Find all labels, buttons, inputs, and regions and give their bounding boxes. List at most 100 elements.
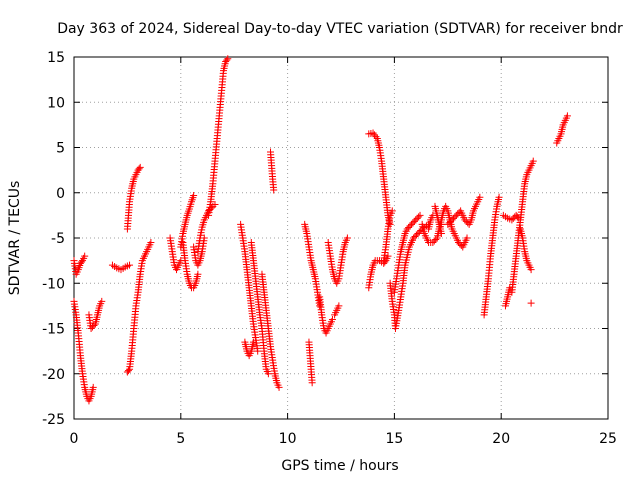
grid-lines [74, 57, 608, 419]
data-point [124, 367, 132, 375]
x-tick-label: 15 [385, 431, 403, 447]
data-point [409, 219, 417, 227]
data-point [410, 234, 418, 242]
y-tick-label: -10 [42, 276, 65, 292]
data-marks [70, 55, 571, 405]
series-arc25 [380, 207, 396, 265]
data-point [529, 157, 537, 165]
series-arc06 [123, 239, 155, 376]
data-point [223, 56, 231, 64]
y-tick-label: 10 [47, 95, 65, 111]
data-point [410, 217, 418, 225]
data-point [381, 258, 389, 266]
data-point [461, 216, 469, 224]
data-point [462, 217, 470, 225]
series-arc17 [267, 148, 278, 194]
data-point [449, 214, 457, 222]
data-point [527, 266, 535, 274]
data-point [194, 270, 202, 278]
data-point [270, 186, 278, 194]
series-arc32 [444, 193, 484, 228]
data-point [135, 165, 143, 173]
y-tick-label: 5 [56, 141, 65, 157]
plot-frame [73, 56, 609, 420]
data-point [147, 239, 155, 247]
series-arc21 [324, 234, 351, 287]
data-point [563, 112, 571, 120]
data-point [413, 214, 421, 222]
data-point [369, 129, 377, 137]
data-point [403, 225, 411, 233]
data-point [388, 207, 396, 215]
data-point [407, 220, 415, 228]
data-point [224, 55, 232, 63]
data-point [445, 219, 453, 227]
data-point [136, 163, 144, 171]
x-tick-label: 0 [70, 431, 79, 447]
series-arc27 [390, 211, 424, 296]
series-arc18 [301, 220, 324, 310]
data-point [454, 239, 462, 247]
data-point [448, 216, 456, 224]
series-arc14 [247, 239, 272, 378]
series-arc16 [258, 270, 283, 391]
data-point [372, 133, 380, 141]
data-point [77, 258, 85, 266]
data-point [316, 302, 324, 310]
data-point [476, 193, 484, 201]
data-point [454, 210, 462, 218]
series-arc20 [316, 293, 336, 337]
data-point [456, 240, 464, 248]
series-arc05 [123, 163, 144, 233]
series-arc29 [418, 220, 445, 247]
series-arc34 [499, 211, 522, 224]
data-point [411, 232, 419, 240]
y-tick-label: 0 [56, 186, 65, 202]
data-point [444, 220, 452, 228]
data-point [432, 236, 440, 244]
data-point [430, 237, 438, 245]
y-tick-label: -15 [42, 322, 65, 338]
y-tick-label: -5 [51, 231, 65, 247]
data-point [90, 321, 98, 329]
data-point [495, 193, 503, 201]
series-arc03 [85, 297, 106, 332]
data-point [87, 325, 95, 332]
series-arc13 [237, 220, 262, 355]
data-point [275, 383, 283, 391]
series-arc36 [516, 225, 535, 274]
series-arc31 [435, 202, 471, 251]
y-tick-label: 15 [47, 50, 65, 66]
series-arc37 [527, 299, 535, 307]
data-point [437, 229, 445, 237]
series-arc07 [166, 234, 185, 274]
data-point [412, 216, 420, 224]
series-arc09 [177, 191, 198, 251]
data-point [447, 217, 455, 225]
data-point [126, 261, 134, 269]
series-arc24 [365, 252, 392, 292]
data-point [370, 131, 378, 139]
series-arc10 [190, 234, 208, 269]
data-point [513, 213, 521, 221]
y-tick-label: -20 [42, 367, 65, 383]
data-point [264, 370, 272, 378]
data-point [527, 299, 535, 307]
series-arc01 [70, 252, 89, 278]
data-point [386, 220, 394, 228]
x-tick-label: 25 [599, 431, 617, 447]
series-arc19 [305, 338, 316, 387]
data-point [451, 213, 459, 221]
x-axis-label: GPS time / hours [281, 458, 398, 474]
data-point [190, 191, 198, 199]
data-point [254, 347, 262, 355]
data-point [335, 302, 343, 310]
data-point [384, 252, 392, 260]
series-arc12 [205, 55, 232, 219]
series-arc02 [70, 297, 97, 405]
series-arc11 [194, 201, 219, 256]
series-arc33 [480, 193, 503, 319]
data-point [414, 229, 422, 237]
data-point [81, 252, 89, 260]
data-point [463, 234, 471, 242]
